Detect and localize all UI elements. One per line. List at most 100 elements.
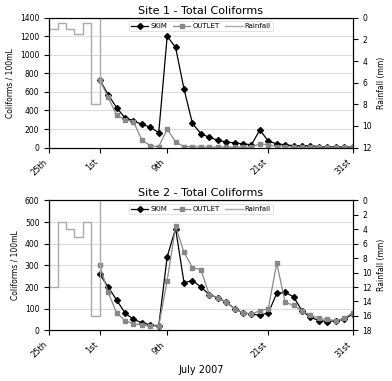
SKIM bbox=[299, 309, 304, 313]
OUTLET bbox=[114, 113, 119, 117]
SKIM bbox=[123, 115, 127, 120]
Line: OUTLET: OUTLET bbox=[98, 78, 355, 149]
SKIM bbox=[198, 131, 203, 136]
Rainfall bbox=[106, 198, 111, 203]
OUTLET bbox=[190, 265, 195, 270]
OUTLET bbox=[156, 324, 161, 328]
SKIM bbox=[325, 144, 330, 149]
Y-axis label: Rainfall (mm): Rainfall (mm) bbox=[377, 239, 387, 291]
OUTLET bbox=[207, 145, 212, 149]
OUTLET bbox=[198, 145, 203, 149]
OUTLET bbox=[140, 138, 144, 142]
Y-axis label: Coliforms / 100mL: Coliforms / 100mL bbox=[10, 231, 19, 300]
OUTLET bbox=[291, 145, 296, 149]
OUTLET bbox=[131, 322, 136, 326]
SKIM bbox=[291, 143, 296, 148]
Line: Rainfall: Rainfall bbox=[49, 200, 352, 316]
SKIM bbox=[165, 34, 169, 38]
OUTLET bbox=[215, 145, 220, 149]
Rainfall bbox=[64, 26, 69, 31]
OUTLET bbox=[266, 306, 270, 311]
OUTLET bbox=[274, 261, 279, 266]
Rainfall bbox=[89, 220, 94, 224]
SKIM bbox=[140, 320, 144, 325]
SKIM bbox=[241, 142, 245, 146]
SKIM bbox=[123, 311, 127, 315]
SKIM bbox=[333, 144, 338, 149]
OUTLET bbox=[333, 318, 338, 323]
SKIM bbox=[316, 144, 321, 149]
SKIM bbox=[215, 296, 220, 300]
SKIM bbox=[106, 93, 111, 97]
SKIM bbox=[274, 142, 279, 146]
Rainfall bbox=[72, 32, 77, 36]
SKIM bbox=[165, 255, 169, 259]
OUTLET bbox=[266, 142, 270, 147]
OUTLET bbox=[241, 145, 245, 149]
SKIM bbox=[190, 121, 195, 126]
OUTLET bbox=[325, 145, 330, 149]
Rainfall bbox=[89, 314, 94, 318]
OUTLET bbox=[283, 144, 287, 149]
SKIM bbox=[274, 291, 279, 296]
OUTLET bbox=[308, 313, 313, 317]
Rainfall bbox=[350, 198, 355, 203]
OUTLET bbox=[316, 145, 321, 149]
OUTLET bbox=[123, 117, 127, 122]
Rainfall bbox=[47, 16, 52, 20]
Line: SKIM: SKIM bbox=[98, 34, 355, 149]
OUTLET bbox=[232, 145, 237, 149]
OUTLET bbox=[131, 119, 136, 124]
SKIM bbox=[249, 312, 254, 316]
OUTLET bbox=[190, 144, 195, 149]
SKIM bbox=[325, 319, 330, 324]
Line: SKIM: SKIM bbox=[98, 226, 355, 328]
OUTLET bbox=[258, 142, 262, 146]
Rainfall bbox=[64, 220, 69, 224]
Y-axis label: Coliforms / 100mL: Coliforms / 100mL bbox=[5, 48, 15, 117]
Rainfall bbox=[81, 32, 85, 36]
Rainfall bbox=[97, 16, 102, 20]
SKIM bbox=[249, 142, 254, 147]
SKIM bbox=[308, 315, 313, 320]
Line: OUTLET: OUTLET bbox=[98, 224, 355, 328]
SKIM bbox=[131, 317, 136, 322]
OUTLET bbox=[181, 144, 186, 149]
SKIM bbox=[181, 87, 186, 91]
Title: Site 1 - Total Coliforms: Site 1 - Total Coliforms bbox=[138, 6, 263, 16]
Rainfall bbox=[47, 285, 52, 289]
Title: Site 2 - Total Coliforms: Site 2 - Total Coliforms bbox=[138, 188, 263, 198]
OUTLET bbox=[97, 263, 102, 267]
SKIM bbox=[173, 45, 178, 50]
OUTLET bbox=[148, 324, 152, 328]
SKIM bbox=[190, 278, 195, 283]
OUTLET bbox=[258, 309, 262, 313]
Rainfall bbox=[97, 102, 102, 107]
SKIM bbox=[333, 318, 338, 323]
SKIM bbox=[266, 311, 270, 315]
SKIM bbox=[156, 324, 161, 328]
OUTLET bbox=[215, 296, 220, 300]
SKIM bbox=[148, 125, 152, 130]
SKIM bbox=[148, 323, 152, 327]
OUTLET bbox=[207, 292, 212, 297]
X-axis label: July 2007: July 2007 bbox=[178, 365, 223, 375]
Rainfall bbox=[55, 285, 60, 289]
Rainfall bbox=[89, 21, 94, 26]
SKIM bbox=[258, 313, 262, 317]
OUTLET bbox=[106, 95, 111, 100]
SKIM bbox=[266, 139, 270, 143]
OUTLET bbox=[342, 316, 347, 321]
SKIM bbox=[181, 280, 186, 285]
Rainfall bbox=[55, 21, 60, 26]
OUTLET bbox=[106, 290, 111, 295]
OUTLET bbox=[350, 311, 355, 315]
OUTLET bbox=[350, 145, 355, 149]
OUTLET bbox=[333, 145, 338, 149]
SKIM bbox=[241, 311, 245, 315]
OUTLET bbox=[316, 316, 321, 321]
SKIM bbox=[316, 318, 321, 323]
SKIM bbox=[106, 285, 111, 289]
OUTLET bbox=[249, 145, 254, 149]
SKIM bbox=[224, 300, 229, 304]
